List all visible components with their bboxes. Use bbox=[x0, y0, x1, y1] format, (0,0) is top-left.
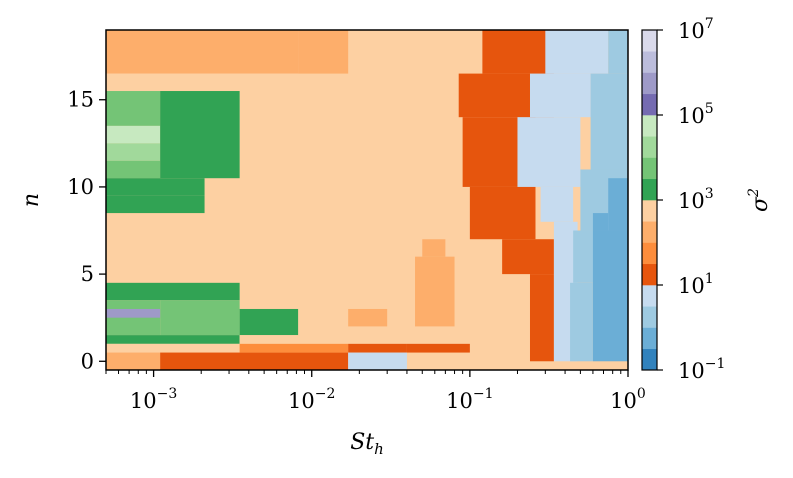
heatmap-cell-37 bbox=[540, 186, 574, 222]
heatmap-cell-10 bbox=[160, 91, 240, 179]
heatmap-cell-2 bbox=[298, 30, 349, 74]
colorbar-segment bbox=[642, 72, 657, 95]
colorbar-segment bbox=[642, 348, 657, 371]
colorbar-segment bbox=[642, 93, 657, 116]
colorbar-segment bbox=[642, 157, 657, 180]
colorbar-segment bbox=[642, 221, 657, 243]
heatmap-cell-14 bbox=[106, 308, 161, 318]
heatmap-cell-11 bbox=[106, 282, 240, 301]
heatmap-cell-36 bbox=[517, 117, 581, 187]
x-tick-label: 100 bbox=[610, 386, 646, 413]
heatmap-cell-44 bbox=[608, 178, 628, 231]
heatmap-cell-25 bbox=[348, 308, 388, 327]
colorbar-tick-label: 107 bbox=[678, 16, 714, 43]
heatmap-cell-4 bbox=[106, 91, 161, 126]
y-tick-label: 15 bbox=[67, 88, 94, 112]
y-axis: 0 5 10 15 bbox=[67, 88, 106, 373]
colorbar-tick-label: 10−1 bbox=[678, 356, 725, 383]
colorbar-tick-label: 105 bbox=[678, 101, 714, 128]
colorbar-segment bbox=[642, 30, 657, 52]
heatmap-cell-20 bbox=[160, 352, 349, 370]
heatmap-cell-23 bbox=[348, 352, 407, 370]
y-tick-label: 0 bbox=[81, 349, 94, 373]
heatmap-cell-21 bbox=[239, 343, 349, 353]
heatmap-cell-35 bbox=[529, 73, 591, 118]
x-axis-label: Sth bbox=[350, 430, 384, 458]
heatmap-cell-39 bbox=[608, 30, 628, 74]
heatmap-cell-22 bbox=[348, 343, 407, 353]
colorbar-segment bbox=[642, 178, 657, 201]
heatmap-cell-28 bbox=[482, 30, 554, 74]
colorbar-segment bbox=[642, 327, 657, 350]
x-axis: 10−3 10−2 10−1 100 bbox=[105, 370, 646, 413]
heatmap-cell-33 bbox=[529, 274, 554, 362]
heatmap-cell-15 bbox=[239, 308, 299, 336]
plot-frame bbox=[105, 29, 629, 371]
heatmap-cell-5 bbox=[106, 125, 161, 144]
colorbar-segment bbox=[642, 285, 657, 307]
heatmap-cell-26 bbox=[422, 239, 446, 257]
colorbar-segment bbox=[642, 200, 657, 222]
heatmap-cell-16 bbox=[106, 335, 240, 344]
heatmap-cell-7 bbox=[106, 160, 161, 179]
x-tick-label: 10−3 bbox=[130, 386, 177, 413]
colorbar-tick-label: 101 bbox=[678, 271, 714, 298]
heatmap-cell-24 bbox=[406, 343, 470, 353]
heatmap-cell-27 bbox=[415, 256, 455, 327]
heatmap-cell-40 bbox=[590, 73, 628, 170]
heatmap-cell-6 bbox=[106, 143, 161, 161]
colorbar-segment bbox=[642, 136, 657, 158]
heatmap-cell-46 bbox=[592, 213, 609, 231]
colorbar-tick-label: 103 bbox=[678, 186, 714, 213]
y-axis-label: n bbox=[19, 193, 44, 207]
heatmap-cell-17 bbox=[106, 343, 299, 353]
y-tick-label: 10 bbox=[67, 175, 94, 199]
heatmap-cell-8 bbox=[106, 178, 205, 196]
colorbar-segment bbox=[642, 51, 657, 73]
colorbar-label: σ2 bbox=[746, 188, 773, 212]
heatmap-cell-19 bbox=[106, 352, 161, 370]
heatmap-cell-9 bbox=[106, 195, 205, 214]
heatmap-cell-43 bbox=[570, 282, 593, 362]
colorbar: 10−1 101 103 105 107 bbox=[641, 16, 725, 383]
colorbar-segment bbox=[642, 115, 657, 137]
colorbar-segment bbox=[642, 263, 657, 286]
heatmap-cell-32 bbox=[502, 239, 554, 275]
heatmap-cell-1 bbox=[106, 30, 299, 74]
heatmap-cell-45 bbox=[592, 230, 628, 362]
colorbar-segment bbox=[642, 242, 657, 265]
heatmap-cell-18 bbox=[239, 335, 299, 344]
y-tick-label: 5 bbox=[81, 262, 94, 286]
colorbar-segment bbox=[642, 306, 657, 328]
heatmap-cell-34 bbox=[545, 30, 609, 74]
heatmap-plot-area bbox=[106, 30, 628, 370]
heatmap-cell-13 bbox=[160, 300, 240, 336]
x-tick-label: 10−1 bbox=[446, 386, 493, 413]
x-tick-label: 10−2 bbox=[288, 386, 335, 413]
heatmap-cell-31 bbox=[469, 186, 536, 240]
